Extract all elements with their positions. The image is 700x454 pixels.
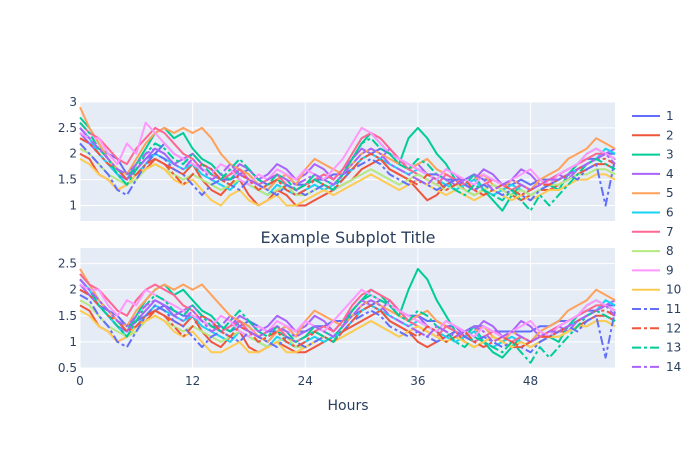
series-line-13-bottom [79, 278, 616, 364]
y-tick-label: 0.5 [58, 361, 77, 375]
legend-item-6[interactable]: 6 [632, 206, 674, 220]
x-axis-label: Hours [327, 398, 368, 414]
x-tick-label: 12 [185, 374, 200, 388]
legend-item-9[interactable]: 9 [632, 263, 674, 277]
axis-layer: 1 1.5 2 2.5 3 0.5 1 1.5 2 2.5 0 12 24 36 48 [58, 95, 538, 388]
y-tick-label: 1.5 [58, 309, 77, 323]
legend-label: 13 [666, 341, 681, 355]
legend-item-3[interactable]: 3 [632, 148, 674, 162]
x-tick-label: 0 [76, 374, 84, 388]
legend-label: 5 [666, 186, 674, 200]
series-line-7-bottom [79, 273, 616, 343]
legend-label: 2 [666, 128, 674, 142]
series-line-12-bottom [79, 288, 616, 349]
y-tick-label: 1 [69, 335, 77, 349]
series-line-7-top [79, 122, 616, 191]
series-line-8-top [79, 147, 616, 197]
legend-label: 8 [666, 244, 674, 258]
legend-item-1[interactable]: 1 [632, 109, 674, 123]
legend-label: 3 [666, 148, 674, 162]
y-tick-label: 3 [69, 95, 77, 109]
series-line-11-bottom [79, 294, 616, 359]
series-layer [79, 106, 616, 364]
y-tick-label: 2 [69, 147, 77, 161]
x-tick-label: 48 [523, 374, 538, 388]
legend-label: 10 [666, 283, 681, 297]
series-line-9-bottom [79, 283, 616, 338]
legend-item-4[interactable]: 4 [632, 167, 674, 181]
legend-label: 14 [666, 360, 681, 374]
legend-label: 1 [666, 109, 674, 123]
legend-label: 4 [666, 167, 674, 181]
legend-label: 12 [666, 321, 681, 335]
y-tick-label: 2.5 [58, 121, 77, 135]
legend-item-2[interactable]: 2 [632, 128, 674, 142]
y-tick-label: 2.5 [58, 257, 77, 271]
legend-item-7[interactable]: 7 [632, 225, 674, 239]
series-line-14-bottom [79, 278, 616, 343]
y-tick-label: 2 [69, 283, 77, 297]
series-line-11-top [79, 142, 616, 207]
legend-label: 7 [666, 225, 674, 239]
legend-item-8[interactable]: 8 [632, 244, 674, 258]
series-line-9-top [79, 121, 616, 186]
legend-label: 9 [666, 263, 674, 277]
series-line-14-top [79, 127, 616, 191]
subplot-title: Example Subplot Title [261, 228, 436, 247]
series-line-13-top [79, 122, 616, 212]
y-tick-label: 1 [69, 198, 77, 212]
legend-item-11[interactable]: 11 [632, 302, 681, 316]
x-tick-label: 24 [298, 374, 313, 388]
series-line-10-bottom [79, 309, 616, 354]
legend-item-14[interactable]: 14 [632, 360, 681, 374]
legend-item-12[interactable]: 12 [632, 321, 681, 335]
legend-item-5[interactable]: 5 [632, 186, 674, 200]
legend-item-10[interactable]: 10 [632, 283, 681, 297]
x-tick-label: 36 [410, 374, 425, 388]
legend-label: 6 [666, 206, 674, 220]
series-line-10-top [79, 158, 616, 207]
y-tick-label: 1.5 [58, 173, 77, 187]
legend-item-13[interactable]: 13 [632, 341, 681, 355]
series-line-12-top [79, 137, 616, 197]
legend-label: 11 [666, 302, 681, 316]
